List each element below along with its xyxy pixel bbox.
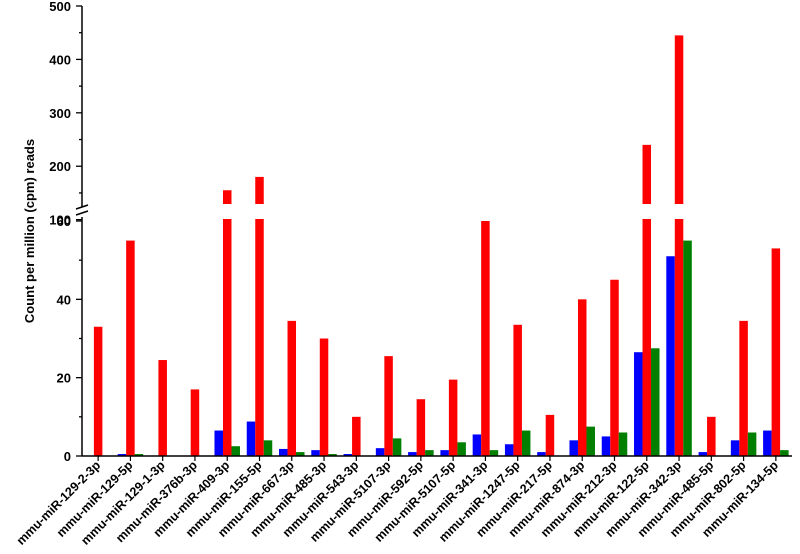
bar-s0-1 (117, 454, 127, 456)
category-labels: mmu-miR-129-2-3pmmu-miR-129-5pmmu-miR-12… (14, 456, 781, 548)
bar-s2-7 (328, 454, 337, 456)
bar-s0-16 (601, 436, 611, 456)
bar-s1-13 (513, 324, 522, 456)
y-tick-label: 200 (49, 159, 71, 174)
bars-layer (93, 35, 789, 456)
bar-s1-16 (610, 279, 619, 456)
bar-s0-15 (569, 440, 578, 456)
bar-s1-19 (707, 416, 716, 456)
bar-s2-18 (683, 240, 692, 456)
bar-s2-10 (425, 450, 434, 456)
bar-s1-15 (577, 299, 587, 456)
bar-s1-3 (190, 389, 200, 456)
bar-s2-17 (651, 348, 660, 456)
bar-s1-1 (126, 240, 135, 456)
bar-s1-0 (93, 326, 103, 456)
bar-s1-11 (448, 379, 458, 456)
bar-s1-14 (545, 414, 555, 456)
y-tick-label: 400 (49, 52, 71, 67)
bar-s1-18-lower (674, 219, 684, 456)
y-axis-title: Count per million (cpm) reads (22, 139, 37, 323)
bar-s0-10 (408, 452, 417, 456)
bar-s0-4 (214, 430, 223, 456)
bar-s0-9 (375, 448, 385, 456)
y-tick-label: 0 (64, 449, 71, 464)
bar-s2-1 (134, 454, 144, 456)
bar-s1-21 (771, 248, 781, 456)
bar-s1-4-upper (222, 190, 232, 204)
bar-s1-7 (319, 338, 329, 456)
bar-s2-20 (747, 432, 757, 456)
bar-s0-7 (311, 450, 320, 456)
bar-s0-18 (666, 256, 675, 456)
bar-s1-12 (481, 221, 490, 456)
bar-s1-8 (352, 416, 361, 456)
bar-s1-20 (739, 320, 748, 456)
bar-s1-17-lower (642, 219, 652, 456)
bar-s1-6 (287, 320, 297, 456)
bar-s0-11 (440, 450, 449, 456)
bar-s2-16 (618, 432, 628, 456)
bar-s0-13 (504, 444, 514, 456)
y-tick-label: 100 (49, 213, 71, 228)
y-tick-label: 500 (49, 0, 71, 14)
y-tick-label: 20 (57, 371, 71, 386)
bar-s1-17-upper (642, 144, 652, 204)
bar-s2-9 (392, 438, 402, 456)
axis-break-marker (75, 204, 89, 216)
bar-s2-13 (521, 430, 531, 456)
bar-s2-5 (263, 440, 273, 456)
bar-s1-5-lower (255, 219, 264, 456)
bar-s1-9 (384, 356, 393, 456)
bar-s0-20 (730, 440, 740, 456)
bar-s2-12 (489, 450, 499, 456)
bar-s2-15 (586, 426, 595, 456)
bar-s2-4 (231, 446, 240, 456)
bar-s0-5 (246, 421, 256, 456)
axes-layer (75, 6, 792, 457)
bar-s1-18-upper (674, 35, 684, 204)
bar-s0-8 (343, 454, 353, 456)
y-tick-label: 300 (49, 106, 71, 121)
bar-s0-19 (698, 452, 708, 456)
bar-s0-6 (279, 448, 288, 456)
y-tick-label: 60 (57, 214, 71, 229)
bar-s2-11 (457, 442, 466, 456)
bar-s1-10 (416, 399, 426, 456)
bar-s0-14 (537, 452, 546, 456)
bar-s0-12 (472, 434, 482, 456)
bar-s2-21 (780, 450, 789, 456)
bar-s1-5-upper (255, 176, 264, 204)
bar-s1-4-lower (222, 219, 232, 456)
bar-s2-6 (296, 452, 305, 456)
bar-s1-2 (158, 360, 167, 456)
bar-s0-17 (634, 352, 643, 456)
y-tick-label: 40 (57, 292, 71, 307)
bar-s0-21 (763, 430, 772, 456)
